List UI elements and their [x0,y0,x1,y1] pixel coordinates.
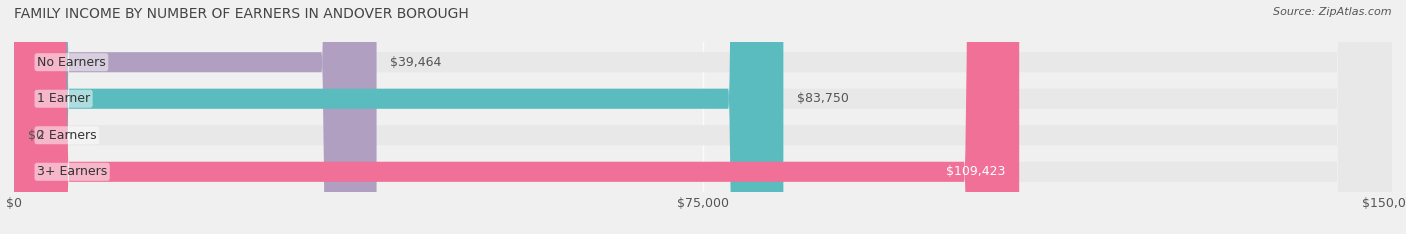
Text: $83,750: $83,750 [797,92,849,105]
Text: 1 Earner: 1 Earner [37,92,90,105]
FancyBboxPatch shape [14,0,1392,234]
FancyBboxPatch shape [14,0,1392,234]
Text: FAMILY INCOME BY NUMBER OF EARNERS IN ANDOVER BOROUGH: FAMILY INCOME BY NUMBER OF EARNERS IN AN… [14,7,468,21]
Text: Source: ZipAtlas.com: Source: ZipAtlas.com [1274,7,1392,17]
FancyBboxPatch shape [14,0,1392,234]
Text: $109,423: $109,423 [946,165,1005,178]
Text: $39,464: $39,464 [391,56,441,69]
FancyBboxPatch shape [14,0,1392,234]
Text: $0: $0 [28,129,44,142]
FancyBboxPatch shape [14,0,783,234]
Text: No Earners: No Earners [37,56,105,69]
FancyBboxPatch shape [14,0,1019,234]
Text: 2 Earners: 2 Earners [37,129,97,142]
FancyBboxPatch shape [14,0,377,234]
Text: 3+ Earners: 3+ Earners [37,165,107,178]
